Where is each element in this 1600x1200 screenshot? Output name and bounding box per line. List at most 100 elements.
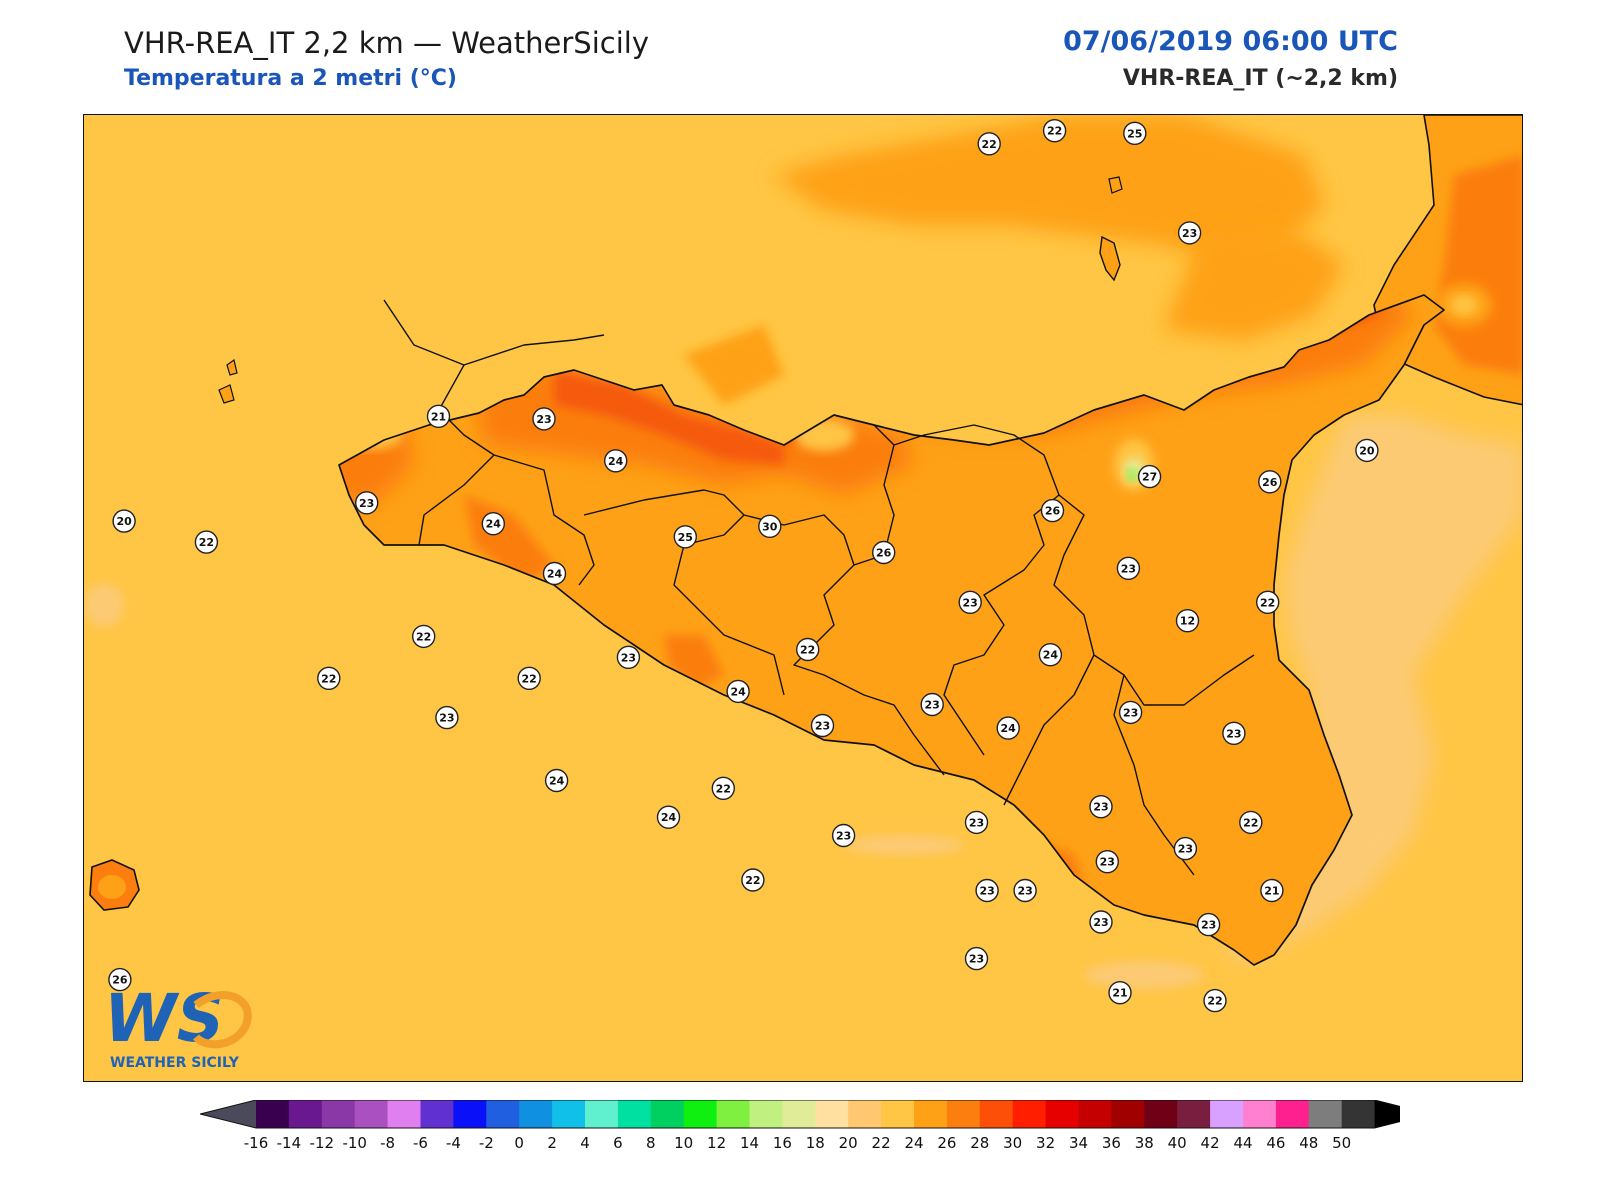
station-marker: 22: [741, 868, 765, 892]
colorbar-tick-label: 26: [937, 1134, 956, 1152]
station-marker: 23: [1222, 721, 1246, 745]
station-marker: 23: [616, 645, 641, 669]
station-value: 23: [979, 885, 994, 898]
station-circle: [1040, 498, 1065, 523]
station-value: 23: [836, 830, 851, 843]
station-marker: 24: [481, 512, 505, 536]
station-value: 25: [1127, 127, 1142, 140]
station-circle: [831, 823, 856, 848]
station-circle: [1042, 118, 1067, 143]
station-value: 23: [536, 413, 551, 426]
cool-sea-patch: [844, 835, 964, 855]
station-marker: 21: [1260, 878, 1284, 903]
station-circle: [355, 491, 379, 515]
colorbar-cell: [617, 1100, 652, 1128]
station-value: 22: [522, 672, 537, 685]
station-value: 21: [431, 410, 446, 423]
station-marker: 23: [831, 823, 856, 848]
colorbar-cell: [1144, 1100, 1178, 1128]
warm-sea-band: [684, 325, 784, 405]
colorbar-cell: [979, 1100, 1014, 1128]
station-value: 25: [678, 531, 693, 544]
cool-sea-plume: [1219, 415, 1522, 965]
station-value: 23: [621, 651, 636, 664]
station-value: 23: [969, 816, 984, 829]
station-value: 20: [1359, 444, 1375, 457]
station-marker: 22: [711, 776, 735, 800]
temperature-colorbar: -16 -14 -12 -10 -8 -6 -4 -2 0 2 4 6 8 10 12 14 16 18 20 22 2…: [200, 1100, 1400, 1152]
colorbar-cell: [1078, 1100, 1112, 1128]
station-marker: 22: [977, 132, 1001, 156]
weathersicily-logo: WS WEATHER SICILY: [104, 980, 252, 1071]
colorbar-tick-label: 16: [773, 1134, 792, 1152]
colorbar-cell: [1341, 1100, 1376, 1128]
station-marker: 23: [810, 713, 835, 738]
station-circle: [1095, 850, 1119, 874]
colorbar-cell: [749, 1100, 783, 1128]
station-circle: [796, 637, 820, 662]
station-circle: [616, 645, 641, 669]
station-marker: 20: [112, 509, 136, 533]
station-value: 23: [359, 497, 374, 510]
colorbar-cell: [1177, 1100, 1211, 1128]
station-marker: 22: [796, 637, 820, 662]
station-marker: 12: [1175, 609, 1200, 633]
colorbar-cell: [782, 1100, 816, 1128]
station-circle: [958, 590, 982, 614]
station-marker: 26: [1040, 498, 1065, 523]
station-value: 21: [1264, 885, 1279, 898]
colorbar-tick-label: 46: [1266, 1134, 1285, 1152]
station-marker: 23: [964, 810, 989, 835]
station-value: 23: [815, 720, 830, 733]
station-marker: 23: [435, 705, 459, 730]
egadi-island: [218, 384, 235, 404]
station-marker: 22: [194, 530, 219, 554]
station-marker: 23: [920, 692, 944, 717]
logo-caption: WEATHER SICILY: [110, 1055, 240, 1071]
station-circle: [194, 530, 219, 554]
colorbar-cells: [200, 1100, 1400, 1129]
station-circle: [1038, 643, 1063, 667]
station-circle: [1089, 795, 1113, 819]
colorbar-cell: [288, 1100, 323, 1128]
station-value: 27: [1142, 471, 1157, 484]
station-value: 23: [1100, 856, 1115, 869]
station-value: 22: [1243, 816, 1258, 829]
colorbar-tick-label: 24: [904, 1134, 923, 1152]
station-value: 24: [608, 455, 624, 468]
colorbar-cell: [946, 1100, 981, 1128]
station-marker: 24: [544, 768, 569, 793]
colorbar-cell: [486, 1100, 520, 1128]
colorbar-cell: [815, 1100, 849, 1128]
colorbar-cell: [1210, 1100, 1244, 1128]
station-circle: [1013, 878, 1037, 903]
station-marker: 22: [317, 666, 341, 690]
colorbar-cell: [552, 1100, 586, 1128]
station-marker: 23: [1089, 795, 1113, 819]
station-circle: [604, 449, 628, 473]
colorbar-cell: [387, 1100, 422, 1128]
station-circle: [1137, 464, 1162, 489]
colorbar-cell: [1045, 1100, 1080, 1128]
station-circle: [1173, 836, 1198, 861]
station-circle: [726, 679, 750, 704]
station-circle: [872, 540, 896, 565]
station-value: 23: [439, 712, 454, 725]
station-value: 23: [1178, 843, 1193, 856]
station-circle: [481, 512, 505, 536]
station-marker: 24: [726, 679, 750, 704]
station-marker: 25: [1123, 121, 1147, 145]
colorbar-cell: [256, 1100, 290, 1128]
station-circle: [1222, 721, 1246, 745]
station-circle: [1177, 221, 1202, 245]
colorbar-tick-label: 32: [1036, 1134, 1055, 1152]
station-circle: [1355, 438, 1379, 463]
warm-sea-band: [1164, 225, 1344, 340]
colorbar-cell: [1275, 1100, 1310, 1128]
station-circle: [964, 946, 989, 971]
colorbar-tick-label: 6: [613, 1134, 623, 1152]
station-circle: [711, 776, 735, 800]
colorbar-cell: [1111, 1100, 1145, 1128]
colorbar-cell: [519, 1100, 553, 1128]
colorbar-cell: [683, 1100, 718, 1128]
